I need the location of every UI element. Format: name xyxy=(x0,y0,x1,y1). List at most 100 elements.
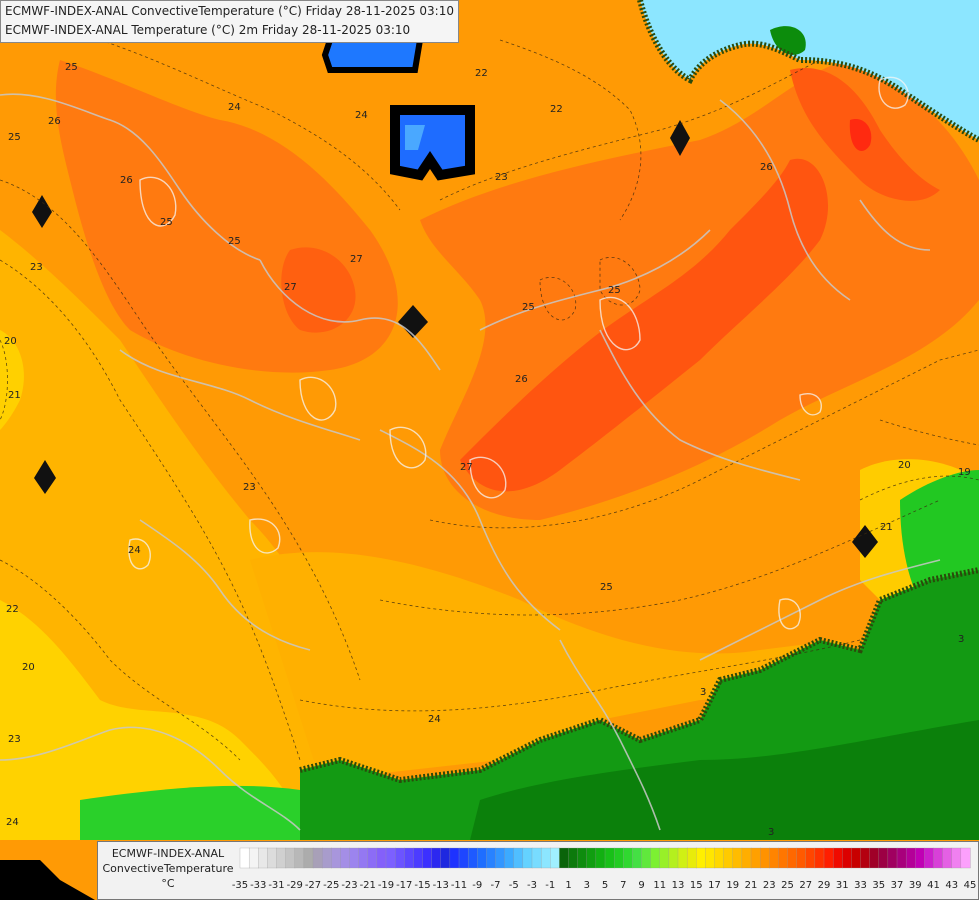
contour-label: 25 xyxy=(228,236,241,247)
legend-tick-label: -15 xyxy=(414,880,430,891)
legend-swatch xyxy=(878,847,889,869)
legend-title: ECMWF-INDEX-ANAL ConvectiveTemperature °… xyxy=(102,846,234,891)
legend-swatch xyxy=(960,847,971,869)
legend-tick-label: -23 xyxy=(341,880,357,891)
legend-swatch xyxy=(595,847,606,869)
legend-swatch xyxy=(513,847,524,869)
legend-swatch xyxy=(367,847,378,869)
contour-label: 20 xyxy=(22,662,35,673)
dark-marker-east xyxy=(852,525,878,558)
contour-label: 24 xyxy=(228,102,241,113)
legend-tick-label: -35 xyxy=(232,880,248,891)
legend-swatch xyxy=(321,847,332,869)
legend-swatch xyxy=(477,847,487,869)
legend-tick-label: -31 xyxy=(268,880,284,891)
map-title-box: ECMWF-INDEX-ANAL ConvectiveTemperature (… xyxy=(0,0,459,43)
legend-unit: °C xyxy=(161,877,175,890)
hatched-edge-northeast xyxy=(637,0,979,143)
legend-swatch xyxy=(267,847,278,869)
legend-tick-label: 23 xyxy=(763,880,776,891)
contour-label: 22 xyxy=(6,604,19,615)
red-zone-northeast xyxy=(849,119,872,152)
legend-tick-label: 11 xyxy=(653,880,666,891)
legend-swatch xyxy=(759,847,770,869)
legend-tick-label: -5 xyxy=(509,880,519,891)
legend-tick-label: -25 xyxy=(323,880,339,891)
contour-label: 23 xyxy=(8,734,21,745)
contour-label: 23 xyxy=(30,262,43,273)
legend-swatch xyxy=(413,847,424,869)
contour-label: 3 xyxy=(700,687,706,698)
legend-tick-label: -11 xyxy=(451,880,467,891)
legend-parameter: ConvectiveTemperature xyxy=(102,862,234,875)
legend-swatch xyxy=(823,847,834,869)
contour-label: 22 xyxy=(475,68,488,79)
legend-tick-label: 41 xyxy=(927,880,940,891)
legend-swatch xyxy=(568,847,579,869)
legend-swatch xyxy=(522,847,533,869)
dark-marker-center xyxy=(398,305,428,338)
legend-swatch xyxy=(951,847,962,869)
legend-swatch xyxy=(632,847,643,869)
legend-swatch xyxy=(851,847,862,869)
legend-swatch xyxy=(258,847,268,869)
temperature-contours xyxy=(128,76,909,630)
legend-swatch xyxy=(942,847,953,869)
amber-zone-south xyxy=(250,552,860,780)
contour-label: 20 xyxy=(898,460,911,471)
dark-marker-north xyxy=(670,120,690,156)
bright-green-zone-southwest xyxy=(80,785,300,840)
contour-label: 23 xyxy=(243,482,256,493)
no-data-strip xyxy=(0,860,95,900)
legend-swatch xyxy=(550,847,560,869)
legend-tick-label: 25 xyxy=(781,880,794,891)
legend-tick-label: 21 xyxy=(745,880,758,891)
legend-swatch xyxy=(623,847,633,869)
legend-swatch xyxy=(239,847,250,869)
legend-swatch xyxy=(659,847,670,869)
contour-label: 26 xyxy=(515,374,528,385)
legend-swatch xyxy=(303,847,314,869)
legend-model: ECMWF-INDEX-ANAL xyxy=(111,847,225,860)
legend-swatch xyxy=(467,847,478,869)
legend-swatch xyxy=(385,847,396,869)
legend-tick-label: -33 xyxy=(250,880,266,891)
contour-label: 25 xyxy=(600,582,613,593)
legend-tick-label: -27 xyxy=(305,880,321,891)
legend-tick-label: 45 xyxy=(964,880,977,891)
legend-swatch xyxy=(495,847,506,869)
contour-label: 21 xyxy=(880,522,893,533)
contour-label: 24 xyxy=(428,714,441,725)
legend-swatch xyxy=(641,847,652,869)
legend-swatch xyxy=(705,847,716,869)
legend-tick-label: 35 xyxy=(872,880,885,891)
legend-tick-label: 43 xyxy=(945,880,958,891)
contour-label: 24 xyxy=(355,110,368,121)
legend-swatch xyxy=(769,847,779,869)
legend-tick-label: -9 xyxy=(472,880,482,891)
legend-tick-label: 33 xyxy=(854,880,867,891)
legend-swatch xyxy=(832,847,843,869)
legend-swatch xyxy=(504,847,515,869)
contour-label: 26 xyxy=(120,175,133,186)
contour-label-group: 25 26 24 22 22 25 26 23 25 27 27 26 25 2… xyxy=(4,62,971,838)
contour-label: 27 xyxy=(350,254,363,265)
red-orange-zone-center xyxy=(460,158,829,492)
legend-tick-label: 31 xyxy=(836,880,849,891)
legend-swatch xyxy=(440,847,451,869)
dashed-contours xyxy=(0,39,979,761)
legend-swatch xyxy=(349,847,360,869)
contour-label: 3 xyxy=(958,634,964,645)
legend-swatch xyxy=(869,847,880,869)
legend-swatch xyxy=(486,847,497,869)
legend-swatch xyxy=(650,847,661,869)
legend-tick-label: 13 xyxy=(672,880,685,891)
contour-label: 19 xyxy=(958,467,971,478)
legend-swatch xyxy=(805,847,816,869)
legend-swatch xyxy=(394,847,405,869)
legend-tick-label: 15 xyxy=(690,880,703,891)
legend-swatch xyxy=(431,847,442,869)
legend-tick-label: 19 xyxy=(726,880,739,891)
legend-tick-label: 27 xyxy=(799,880,812,891)
